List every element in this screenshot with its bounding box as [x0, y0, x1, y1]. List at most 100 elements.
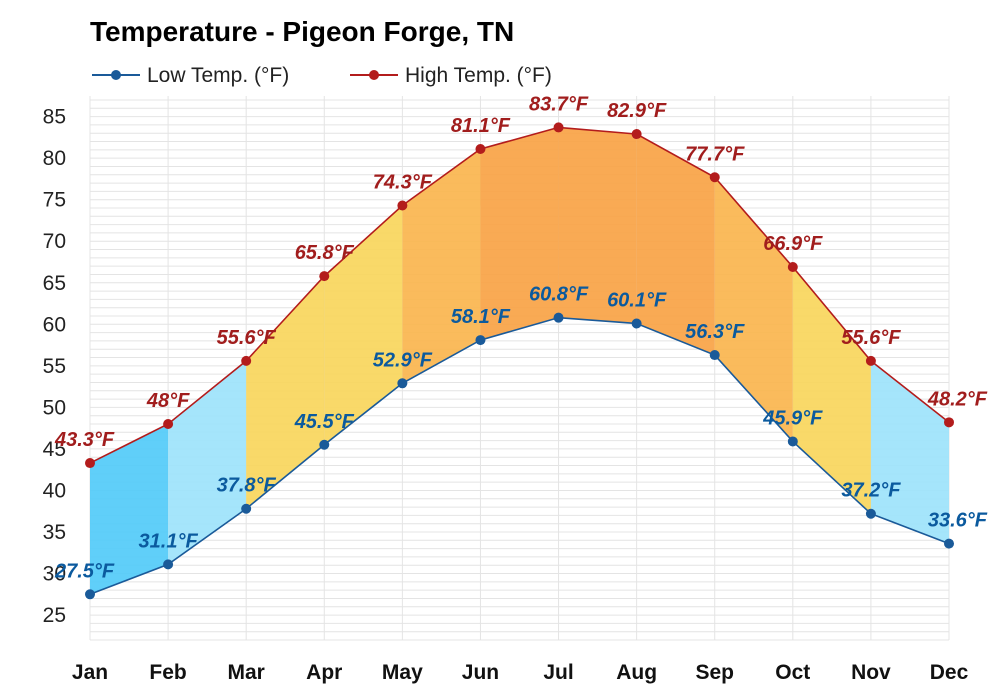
temp-band-jan — [90, 424, 169, 595]
high-point-may[interactable] — [397, 200, 408, 211]
legend-high-label: High Temp. (°F) — [405, 64, 552, 87]
low-point-dec[interactable] — [944, 538, 954, 549]
legend-high-marker — [369, 70, 379, 80]
high-point-jan[interactable] — [85, 458, 95, 469]
high-value-label-may: 74.3°F — [373, 172, 433, 194]
x-tick-label: Feb — [149, 661, 186, 684]
low-point-aug[interactable] — [631, 318, 642, 329]
temperature-bands — [90, 127, 949, 595]
low-value-label-sep: 56.3°F — [685, 321, 745, 343]
temp-band-jul — [558, 127, 637, 324]
x-tick-label: Jun — [462, 661, 499, 684]
series-markers — [85, 122, 954, 600]
temp-band-mar — [246, 276, 325, 509]
high-point-jul[interactable] — [553, 122, 564, 133]
high-point-sep[interactable] — [709, 172, 720, 183]
temp-band-may — [402, 149, 481, 384]
low-value-label-jul: 60.8°F — [529, 284, 589, 306]
legend-low-marker — [111, 70, 121, 80]
x-tick-label: Aug — [616, 661, 657, 684]
x-axis-ticks: Jan Feb Mar Apr May Jun Jul Aug Sep Oct Nov Dec — [72, 661, 969, 684]
high-point-nov[interactable] — [865, 355, 876, 366]
high-value-label-nov: 55.6°F — [841, 327, 901, 349]
high-value-label-dec: 48.2°F — [927, 388, 988, 410]
legend: Low Temp. (°F) High Temp. (°F) — [92, 64, 552, 87]
low-point-nov[interactable] — [865, 508, 876, 519]
legend-low-label: Low Temp. (°F) — [147, 64, 289, 87]
low-value-label-aug: 60.1°F — [607, 289, 667, 311]
high-point-apr[interactable] — [319, 271, 330, 282]
temp-band-jun — [480, 127, 559, 341]
low-point-jan[interactable] — [85, 589, 95, 600]
high-point-feb[interactable] — [163, 419, 174, 429]
legend-item-low[interactable]: Low Temp. (°F) — [92, 64, 289, 87]
y-tick-label: 60 — [43, 313, 66, 336]
high-value-label-jun: 81.1°F — [451, 115, 511, 137]
high-value-label-sep: 77.7°F — [685, 143, 745, 165]
low-value-label-mar: 37.8°F — [217, 475, 277, 497]
low-point-sep[interactable] — [709, 350, 720, 361]
x-tick-label: Jul — [543, 661, 573, 684]
temp-band-sep — [714, 177, 793, 442]
x-tick-label: Oct — [775, 661, 810, 684]
y-tick-label: 70 — [43, 230, 66, 253]
low-value-label-may: 52.9°F — [373, 349, 433, 371]
y-tick-label: 25 — [43, 604, 66, 627]
x-tick-label: May — [382, 661, 423, 684]
low-value-label-apr: 45.5°F — [294, 411, 355, 433]
low-value-label-oct: 45.9°F — [762, 407, 823, 429]
y-axis-ticks: 25 30 35 40 45 50 55 60 65 70 75 80 85 — [43, 106, 66, 627]
low-point-mar[interactable] — [241, 503, 252, 514]
low-point-jul[interactable] — [553, 312, 564, 323]
low-value-label-feb: 31.1°F — [139, 530, 199, 552]
y-tick-label: 85 — [43, 106, 66, 129]
temp-band-apr — [324, 205, 403, 445]
y-tick-label: 65 — [43, 272, 66, 295]
data-labels: 27.5°F 31.1°F 37.8°F 45.5°F 52.9°F 58.1°F 60.8… — [54, 93, 988, 582]
series-lines — [89, 126, 950, 596]
low-temp-line — [89, 316, 950, 596]
high-point-dec[interactable] — [944, 417, 954, 428]
high-point-aug[interactable] — [631, 129, 642, 140]
low-value-label-dec: 33.6°F — [928, 510, 988, 532]
y-tick-label: 50 — [43, 396, 66, 419]
legend-item-high[interactable]: High Temp. (°F) — [350, 64, 552, 87]
temp-band-aug — [636, 134, 715, 356]
low-value-label-jan: 27.5°F — [54, 560, 115, 582]
high-value-label-oct: 66.9°F — [763, 233, 823, 255]
high-value-label-jul: 83.7°F — [529, 93, 589, 115]
temp-band-oct — [792, 266, 871, 514]
high-temp-line — [89, 126, 950, 464]
high-point-oct[interactable] — [787, 261, 798, 272]
x-tick-label: Nov — [851, 661, 891, 684]
y-tick-label: 40 — [43, 479, 66, 502]
low-point-feb[interactable] — [163, 559, 174, 570]
low-point-jun[interactable] — [475, 335, 486, 346]
high-value-label-mar: 55.6°F — [217, 327, 277, 349]
x-tick-label: Sep — [695, 661, 734, 684]
chart-title: Temperature - Pigeon Forge, TN — [90, 16, 514, 47]
low-point-may[interactable] — [397, 378, 408, 389]
high-value-label-aug: 82.9°F — [607, 100, 667, 122]
temp-band-nov — [870, 360, 949, 544]
high-value-label-feb: 48°F — [146, 390, 190, 412]
low-value-label-nov: 37.2°F — [841, 480, 901, 502]
y-tick-label: 30 — [43, 563, 66, 586]
x-tick-label: Jan — [72, 661, 108, 684]
high-point-jun[interactable] — [475, 144, 486, 155]
high-value-label-apr: 65.8°F — [295, 242, 355, 264]
y-tick-label: 35 — [43, 521, 66, 544]
x-tick-label: Apr — [306, 661, 342, 684]
low-point-oct[interactable] — [787, 436, 798, 447]
low-value-label-jun: 58.1°F — [451, 306, 511, 328]
x-tick-label: Dec — [930, 661, 969, 684]
x-tick-label: Mar — [228, 661, 265, 684]
y-tick-label: 75 — [43, 189, 66, 212]
temp-band-feb — [168, 360, 247, 565]
low-point-apr[interactable] — [319, 439, 330, 450]
high-point-mar[interactable] — [241, 355, 252, 366]
y-tick-label: 55 — [43, 355, 66, 378]
y-tick-label: 80 — [43, 147, 66, 170]
